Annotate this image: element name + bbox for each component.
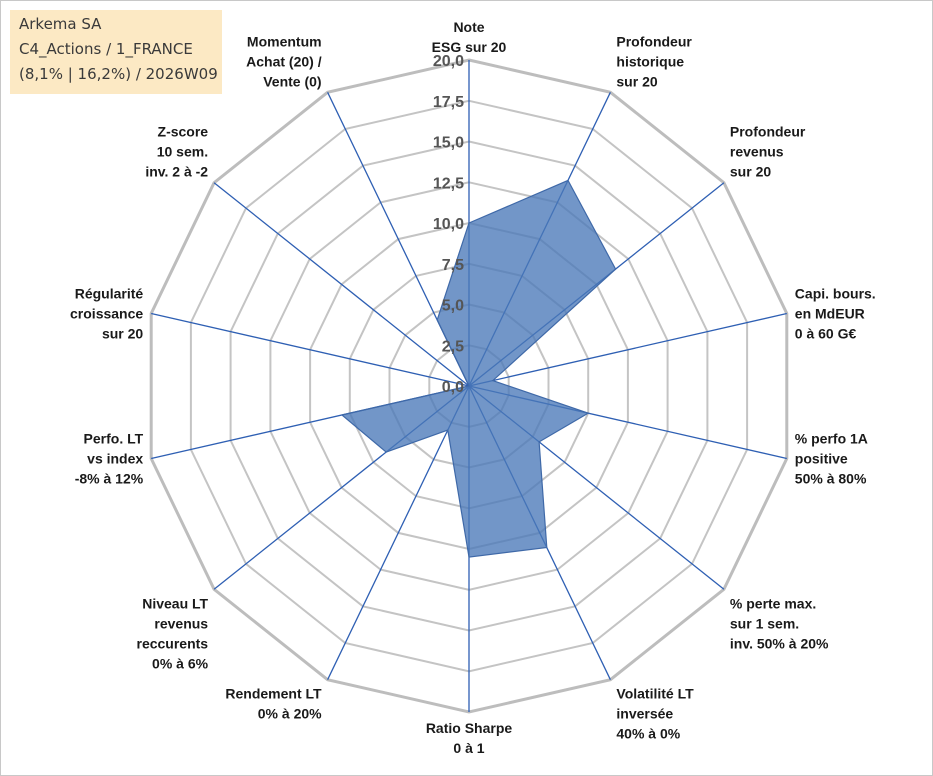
category-label: Ratio Sharpe 0 à 1 — [426, 720, 513, 756]
tick-label: 17,5 — [433, 94, 464, 111]
portfolio-label: C4_Actions / 1_FRANCE — [19, 40, 193, 58]
tick-label: 10,0 — [433, 216, 464, 233]
category-label-line: Capi. bours. — [795, 286, 876, 302]
category-label-line: -8% à 12% — [75, 471, 144, 487]
category-label-line: Régularité — [75, 286, 144, 302]
category-label-line: 10 sem. — [157, 144, 208, 160]
tick-label: 5,0 — [442, 298, 464, 315]
category-label-line: sur 20 — [730, 164, 771, 180]
category-label-line: 0 à 1 — [453, 740, 484, 756]
category-label-line: 0% à 6% — [152, 655, 209, 671]
category-label-line: ESG sur 20 — [432, 39, 507, 55]
tick-label: 15,0 — [433, 135, 464, 152]
radial-tick-labels: 0,0 2,5 5,0 7,5 10,0 12,5 15,0 17,5 20,0 — [433, 53, 464, 396]
category-label-line: Perfo. LT — [84, 431, 144, 447]
category-label-line: Momentum — [247, 33, 322, 49]
category-label-line: % perte max. — [730, 595, 816, 611]
tick-label: 20,0 — [433, 53, 464, 70]
axis-spoke — [468, 312, 787, 387]
category-label: % perfo 1A positive 50% à 80% — [795, 431, 868, 487]
category-label-line: Rendement LT — [225, 686, 322, 702]
category-label-line: Niveau LT — [142, 595, 208, 611]
tick-label: 7,5 — [442, 257, 464, 274]
category-label-line: sur 20 — [102, 326, 143, 342]
axis-spoke — [213, 182, 470, 387]
category-label-line: revenus — [730, 144, 784, 160]
company-name: Arkema SA — [19, 15, 102, 33]
category-label: Volatilité LT inversée 40% à 0% — [616, 686, 694, 742]
category-label: Z-score 10 sem. inv. 2 à -2 — [145, 124, 208, 180]
info-box: Arkema SA C4_Actions / 1_FRANCE (8,1% | … — [10, 10, 222, 94]
category-label-line: historique — [616, 53, 684, 69]
category-label: Rendement LT 0% à 20% — [225, 686, 322, 722]
category-label-line: Note — [453, 19, 484, 35]
category-label-line: inv. 50% à 20% — [730, 635, 829, 651]
category-label-line: Vente (0) — [263, 73, 321, 89]
axis-spoke — [327, 385, 470, 680]
category-label-line: Volatilité LT — [616, 686, 694, 702]
category-label-line: vs index — [87, 451, 143, 467]
tick-label: 2,5 — [442, 338, 464, 355]
category-label-line: 50% à 80% — [795, 471, 867, 487]
category-label-line: reccurents — [137, 635, 209, 651]
axis-spoke — [151, 312, 470, 387]
category-label: Momentum Achat (20) / Vente (0) — [246, 33, 322, 89]
category-label-line: inv. 2 à -2 — [145, 164, 208, 180]
category-label: Niveau LT revenus reccurents 0% à 6% — [137, 595, 209, 671]
category-label-line: Ratio Sharpe — [426, 720, 513, 736]
category-label-line: sur 20 — [616, 73, 657, 89]
category-label-line: Z-score — [158, 124, 209, 140]
category-label-line: 0 à 60 G€ — [795, 326, 857, 342]
category-label-line: Profondeur — [730, 124, 806, 140]
category-label: Profondeur historique sur 20 — [616, 33, 692, 89]
series-layer — [340, 179, 617, 558]
category-label-line: positive — [795, 451, 848, 467]
tick-label: 0,0 — [442, 379, 464, 396]
category-label: Note ESG sur 20 — [432, 19, 507, 55]
category-label-line: sur 1 sem. — [730, 615, 799, 631]
period-label: (8,1% | 16,2%) / 2026W09 — [19, 65, 218, 83]
category-label-line: croissance — [70, 306, 143, 322]
category-label: Profondeur revenus sur 20 — [730, 124, 806, 180]
category-label-line: Profondeur — [616, 33, 692, 49]
category-label: % perte max. sur 1 sem. inv. 50% à 20% — [730, 595, 829, 651]
category-label: Perfo. LT vs index -8% à 12% — [75, 431, 144, 487]
category-label-line: Achat (20) / — [246, 53, 322, 69]
category-label-line: inversée — [616, 706, 673, 722]
category-label-line: en MdEUR — [795, 306, 865, 322]
category-label-line: 0% à 20% — [258, 706, 322, 722]
category-label-line: 40% à 0% — [616, 726, 680, 742]
series-area — [340, 179, 617, 558]
tick-label: 12,5 — [433, 175, 464, 192]
category-label: Capi. bours. en MdEUR 0 à 60 G€ — [795, 286, 876, 342]
category-label: Régularité croissance sur 20 — [70, 286, 143, 342]
category-labels: Note ESG sur 20 Profondeur historique sur 20… — [70, 19, 876, 756]
category-label-line: % perfo 1A — [795, 431, 868, 447]
category-label-line: revenus — [154, 615, 208, 631]
